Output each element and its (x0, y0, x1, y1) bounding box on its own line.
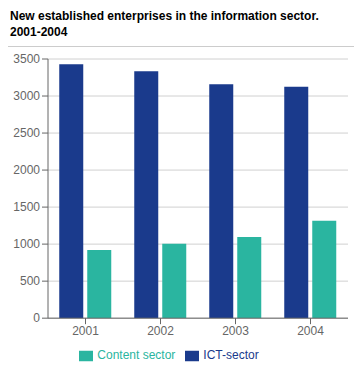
svg-text:3500: 3500 (13, 52, 40, 66)
svg-text:2004: 2004 (297, 324, 324, 338)
html-text:Content sector: Content sector (97, 348, 176, 363)
html-text:2001-2004: 2001-2004 (10, 25, 68, 39)
svg-text:1500: 1500 (13, 200, 40, 214)
html-text:New established enterprises in: New established enterprises in the infor… (10, 9, 319, 23)
svg-text:1000: 1000 (13, 237, 40, 251)
svg-text:2003: 2003 (222, 324, 249, 338)
svg-text:3000: 3000 (13, 89, 40, 103)
svg-text:500: 500 (20, 274, 40, 288)
html-text:ICT-sector: ICT-sector (203, 348, 259, 363)
svg-text:2001: 2001 (72, 324, 99, 338)
svg-text:0: 0 (33, 311, 40, 325)
svg-text:2500: 2500 (13, 126, 40, 140)
svg-text:2002: 2002 (147, 324, 174, 338)
svg-text:2000: 2000 (13, 163, 40, 177)
